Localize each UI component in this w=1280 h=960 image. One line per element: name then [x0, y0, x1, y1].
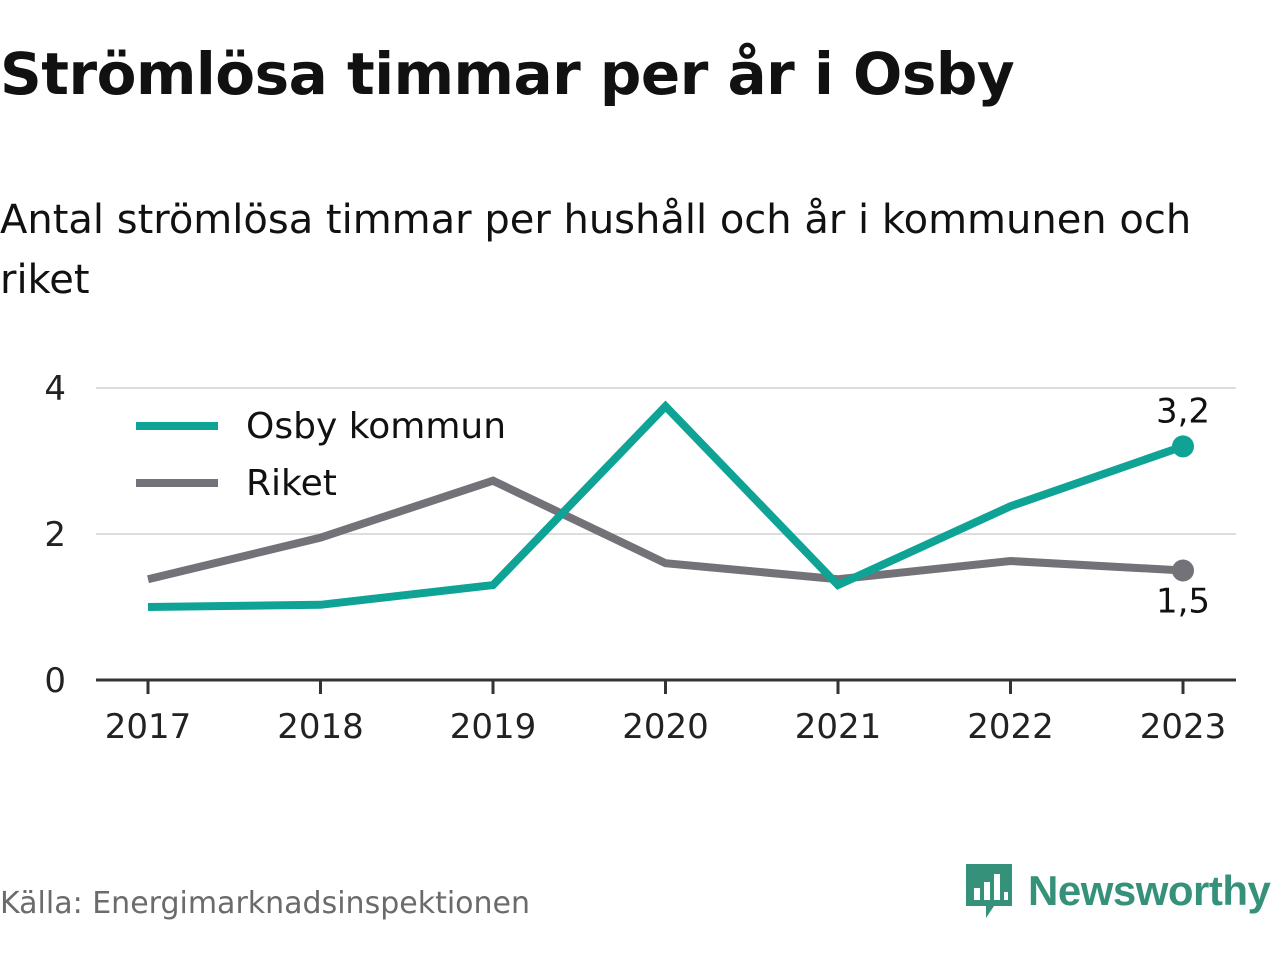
end-marker — [1172, 559, 1194, 582]
end-label: 1,5 — [1156, 582, 1210, 622]
series-line-osby-kommun — [147, 400, 1185, 611]
y-tick-label: 0 — [44, 661, 66, 701]
brand-name: Newsworthy — [1028, 867, 1271, 914]
legend-label: Osby kommun — [246, 406, 506, 447]
x-tick-label: 2017 — [105, 707, 192, 747]
chart-title: Strömlösa timmar per år i Osby — [0, 40, 1015, 108]
gridlines — [96, 387, 1236, 535]
series-lines — [147, 400, 1185, 611]
axes: 0 2 4 2017 2018 2019 2020 2021 2022 2023 — [44, 369, 1236, 747]
x-tick-label: 2022 — [967, 707, 1054, 747]
newsworthy-logo: Newsworthy — [964, 862, 1271, 920]
chart-subtitle: Antal strömlösa timmar per hushåll och å… — [0, 197, 1192, 303]
legend: Osby kommun Riket — [136, 406, 506, 504]
end-label: 3,2 — [1156, 391, 1210, 431]
end-labels: 3,2 1,5 — [1156, 391, 1210, 621]
y-tick-label: 2 — [44, 515, 66, 555]
x-tick-label: 2021 — [795, 707, 882, 747]
line-chart: 0 2 4 2017 2018 2019 2020 2021 2022 2023 Osby kom… — [44, 369, 1236, 747]
x-tick-label: 2023 — [1140, 707, 1227, 747]
legend-label: Riket — [246, 463, 337, 504]
x-tick-label: 2018 — [277, 707, 364, 747]
series-line-riket — [147, 476, 1184, 584]
end-marker — [1172, 435, 1194, 458]
x-tick-label: 2020 — [622, 707, 709, 747]
x-tick-label: 2019 — [450, 707, 537, 747]
source-note: Källa: Energimarknadsinspektionen — [0, 886, 531, 921]
newsworthy-icon — [966, 864, 1012, 918]
y-tick-label: 4 — [44, 369, 66, 409]
